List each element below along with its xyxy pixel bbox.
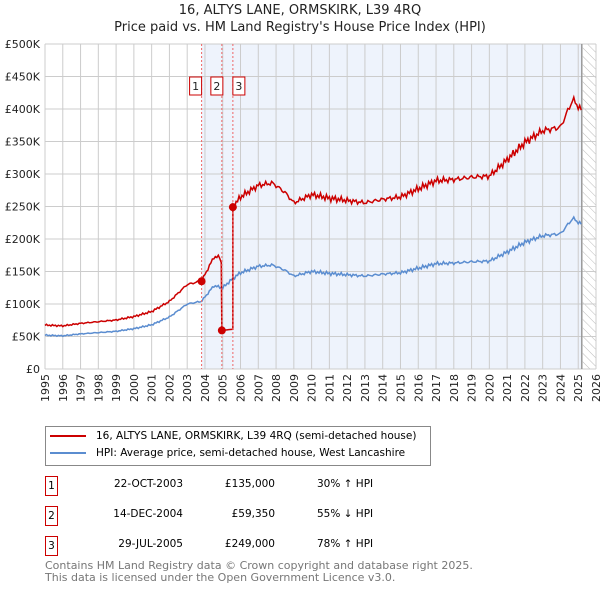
y-tick-label: £350K [5,136,41,149]
y-tick-label: £100K [5,298,41,311]
transaction-hpi: 55% ↓ HPI [317,508,374,520]
footer: Contains HM Land Registry data © Crown c… [45,560,473,584]
legend-hpi: HPI: Average price, semi-detached house,… [96,447,406,459]
x-tick-label: 2010 [306,374,319,402]
transaction-label: 2 [213,80,220,93]
transaction-label: 1 [192,80,199,93]
y-tick-label: £150K [5,266,41,279]
x-tick-label: 2020 [483,374,496,402]
x-tick-label: 2018 [448,374,461,402]
transaction-date: 22-OCT-2003 [114,478,183,490]
transaction-hpi: 30% ↑ HPI [317,478,374,490]
property-line [44,94,582,332]
y-tick-label: £400K [5,103,41,116]
transaction-date: 29-JUL-2005 [118,538,183,550]
chart-title: 16, ALTYS LANE, ORMSKIRK, L39 4RQ [178,3,422,18]
x-tick-label: 2002 [163,374,176,402]
x-tick-label: 2015 [394,374,407,402]
x-tick-label: 2011 [323,374,336,402]
x-tick-label: 2005 [217,374,230,402]
legend: 16, ALTYS LANE, ORMSKIRK, L39 4RQ (semi-… [45,426,431,466]
x-tick-label: 2026 [590,374,600,402]
transaction-point [217,326,226,335]
footer-line1: Contains HM Land Registry data © Crown c… [45,559,473,572]
y-tick-label: £500K [5,38,41,51]
chart-subtitle: Price paid vs. HM Land Registry's House … [114,20,486,35]
transaction-row: 3 29-JUL-2005 £249,000 78% ↑ HPI [45,536,465,556]
transaction-point [197,277,206,286]
x-tick-label: 2003 [181,374,194,402]
x-tick-label: 2009 [288,374,301,402]
x-tick-label: 2023 [537,374,550,402]
x-tick-label: 1997 [75,374,88,402]
x-tick-label: 2021 [501,374,514,402]
transaction-point [228,203,237,212]
transaction-date: 14-DEC-2004 [113,508,183,520]
x-tick-label: 2012 [341,374,354,402]
y-tick-label: £50K [12,331,41,344]
x-tick-label: 1996 [57,374,70,402]
transaction-label: 3 [235,80,242,93]
x-tick-label: 1998 [92,374,105,402]
legend-property: 16, ALTYS LANE, ORMSKIRK, L39 4RQ (semi-… [96,430,417,442]
x-tick-label: 2004 [199,374,212,402]
x-tick-label: 2024 [554,374,567,402]
x-tick-label: 2001 [146,374,159,402]
x-tick-label: 2019 [466,374,479,402]
y-tick-label: £300K [5,168,41,181]
transaction-hpi: 78% ↑ HPI [317,538,374,550]
transaction-label-box [232,76,246,96]
transaction-price: £249,000 [224,538,275,550]
hpi-line [44,215,582,338]
x-tick-label: 2007 [252,374,265,402]
transaction-price: £135,000 [224,478,275,490]
x-tick-label: 2017 [430,374,443,402]
x-tick-label: 2016 [412,374,425,402]
transaction-row: 2 14-DEC-2004 £59,350 55% ↓ HPI [45,506,465,526]
plot-area: 1995 1996 1997 1998 1999 2000 2001 2002 2003 2004… [5,38,600,402]
transaction-row: 1 22-OCT-2003 £135,000 30% ↑ HPI [45,476,465,496]
transaction-number: 1 [45,476,58,496]
x-tick-label: 2006 [235,374,248,402]
legend-swatch-hpi [50,452,86,454]
y-tick-label: £200K [5,233,41,246]
x-tick-label: 2000 [128,374,141,402]
y-tick-label: £250K [5,201,41,214]
legend-swatch-property [50,435,86,437]
transaction-label-box [210,76,224,96]
x-tick-label: 2025 [572,374,585,402]
y-tick-label: £450K [5,71,41,84]
x-tick-label: 2014 [377,374,390,402]
footer-line2: This data is licensed under the Open Gov… [45,571,396,584]
x-tick-label: 2022 [519,374,532,402]
y-tick-label: £0 [26,363,40,376]
x-tick-label: 1995 [39,374,52,402]
transaction-label-box [189,76,203,96]
x-tick-label: 1999 [110,374,123,402]
x-tick-label: 2008 [270,374,283,402]
transaction-price: £59,350 [231,508,275,520]
x-tick-label: 2013 [359,374,372,402]
transaction-number: 2 [45,506,58,526]
transaction-number: 3 [45,536,58,556]
